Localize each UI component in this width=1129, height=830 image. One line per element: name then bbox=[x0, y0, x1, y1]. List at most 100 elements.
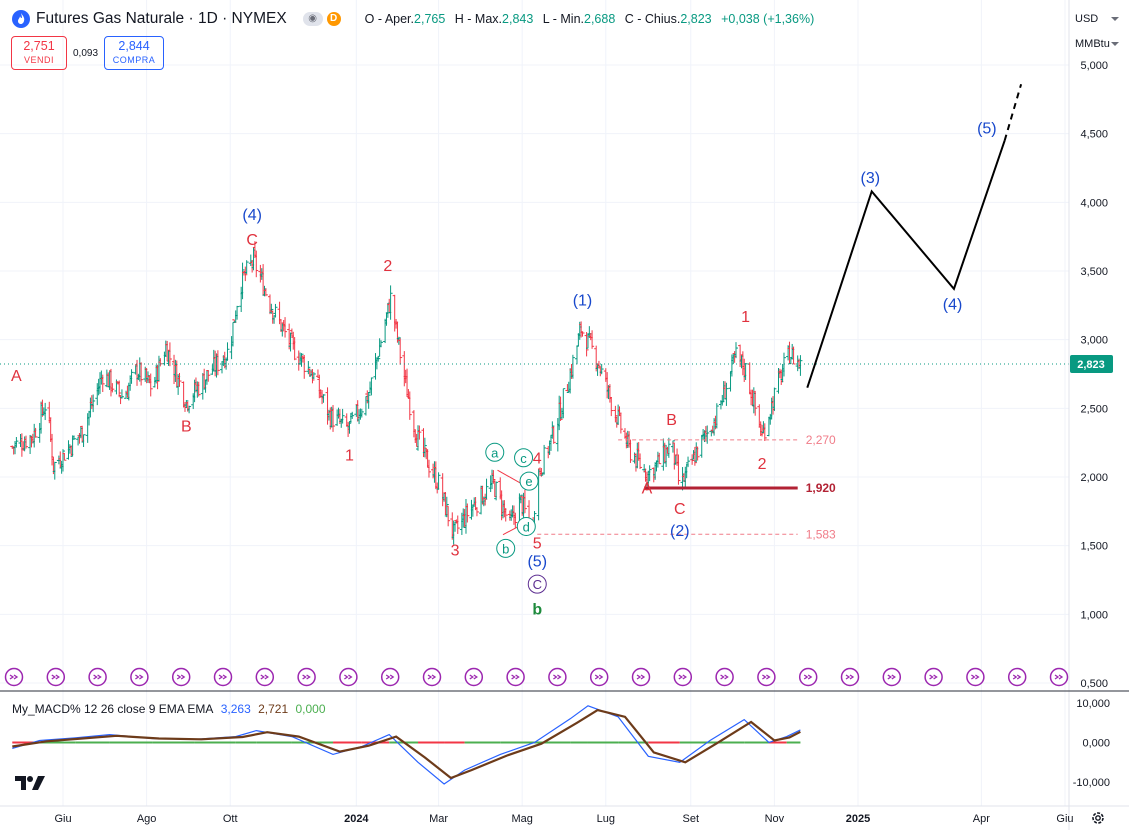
ohlc-bar bbox=[484, 478, 489, 500]
price-levels: 2,270 1,920 1,583 bbox=[0, 363, 1069, 541]
ohlc-bar bbox=[23, 435, 28, 449]
ohlc-bar bbox=[155, 364, 160, 390]
ohlc-bar bbox=[331, 405, 336, 432]
event-marker bbox=[548, 667, 567, 687]
ohlc-bar bbox=[129, 369, 134, 384]
price-tick-label: 2,500 bbox=[1080, 403, 1108, 415]
ohlc-bar bbox=[340, 408, 345, 424]
ohlc-bar bbox=[81, 434, 86, 447]
level-label: 2,270 bbox=[806, 433, 836, 447]
time-tick-label: Nov bbox=[765, 813, 785, 825]
ohlc-bar bbox=[240, 262, 245, 300]
wave-label: A bbox=[642, 480, 653, 497]
ohlc-bar bbox=[376, 357, 381, 362]
event-marker bbox=[966, 667, 985, 687]
low-value: 2,688 bbox=[584, 12, 616, 26]
wave-circle-label: C bbox=[533, 577, 542, 592]
tradingview-logo[interactable] bbox=[14, 772, 46, 792]
wave-label: C bbox=[674, 501, 686, 518]
time-tick-label: Mar bbox=[429, 813, 448, 825]
wave-circle bbox=[485, 442, 505, 462]
event-marker bbox=[213, 667, 233, 687]
time-tick-label: 2025 bbox=[846, 813, 870, 825]
ohlc-bar bbox=[311, 372, 316, 380]
ohlc-bar bbox=[686, 456, 691, 468]
ohlc-bar bbox=[599, 363, 604, 375]
wave-label: 1 bbox=[741, 309, 750, 326]
symbol-title[interactable]: Futures Gas Naturale · 1D · NYMEX bbox=[36, 10, 287, 27]
wave-label: 4 bbox=[533, 450, 542, 467]
ohlc-bar bbox=[225, 342, 230, 361]
delayed-data-badge[interactable]: D bbox=[326, 12, 341, 26]
ohlc-bar bbox=[772, 387, 777, 412]
wave-label: (5) bbox=[977, 121, 997, 138]
wave-label: (4) bbox=[242, 207, 262, 224]
eye-icon[interactable]: ◉ bbox=[302, 12, 323, 26]
currency-selector[interactable]: USD bbox=[1069, 9, 1127, 29]
ohlc-bar bbox=[244, 260, 249, 275]
sell-button[interactable]: 2,751 VENDI bbox=[11, 36, 67, 70]
wave-label: 2 bbox=[758, 456, 767, 473]
ohlc-bar bbox=[470, 504, 475, 517]
event-marker bbox=[171, 667, 191, 687]
wave-label: 5 bbox=[533, 535, 542, 552]
event-marker bbox=[506, 667, 525, 687]
unit-selector[interactable]: MMBtu bbox=[1069, 34, 1127, 54]
time-tick-label: Lug bbox=[597, 813, 615, 825]
wave-circle bbox=[516, 516, 536, 536]
ohlc-bar bbox=[613, 405, 618, 423]
event-marker bbox=[464, 667, 484, 687]
ohlc-bar bbox=[575, 345, 580, 365]
event-marker bbox=[130, 667, 149, 687]
wave-label: C bbox=[246, 232, 258, 249]
buy-button[interactable]: 2,844 COMPRA bbox=[104, 36, 165, 70]
ohlc-bar bbox=[550, 421, 555, 439]
event-markers[interactable] bbox=[4, 667, 1069, 687]
ohlc-bar bbox=[14, 437, 19, 448]
low-label: L - Min. bbox=[542, 12, 584, 26]
gear-icon[interactable] bbox=[1090, 810, 1106, 826]
wave-circle bbox=[519, 471, 539, 491]
ohlc-bar bbox=[503, 507, 508, 522]
ohlc-bar bbox=[359, 408, 364, 418]
event-marker bbox=[798, 667, 818, 687]
ohlc-bar bbox=[695, 446, 700, 461]
ohlc-bar bbox=[321, 394, 326, 403]
ohlc-bar bbox=[426, 459, 431, 478]
signal-line bbox=[12, 708, 801, 780]
ohlc-bar bbox=[299, 353, 304, 367]
price-tick-label: 1,000 bbox=[1080, 609, 1108, 621]
price-tick-label: 2,000 bbox=[1080, 472, 1108, 484]
ohlc-readout: O - Aper.2,765 H - Max.2,843 L - Min.2,6… bbox=[365, 12, 821, 26]
ohlc-bar bbox=[269, 303, 274, 314]
candles bbox=[10, 241, 803, 545]
ohlc-bar bbox=[302, 354, 307, 379]
high-label: H - Max. bbox=[454, 12, 503, 26]
ohlc-bar bbox=[196, 381, 201, 397]
time-tick-label: Set bbox=[683, 813, 700, 825]
ohlc-bar bbox=[584, 332, 589, 357]
event-marker bbox=[631, 667, 651, 687]
ohlc-bar bbox=[417, 425, 422, 440]
wave-circle-label: d bbox=[523, 519, 530, 534]
ohlc-bar bbox=[71, 435, 76, 440]
level-label: 1,583 bbox=[806, 527, 836, 541]
wave-circle bbox=[496, 538, 516, 558]
ohlc-bar bbox=[366, 392, 371, 409]
open-label: O - Aper. bbox=[364, 12, 415, 26]
ohlc-bar bbox=[558, 396, 563, 421]
ohlc-bar bbox=[747, 362, 752, 395]
event-marker bbox=[88, 667, 107, 687]
ohlc-bar bbox=[407, 391, 412, 420]
macd-legend[interactable]: My_MACD% 12 26 close 9 EMA EMA 3,263 2,7… bbox=[12, 702, 330, 716]
trade-buttons: 2,751 VENDI 0,093 2,844 COMPRA bbox=[11, 36, 165, 70]
time-tick-label: Mag bbox=[511, 813, 532, 825]
ohlc-bar bbox=[283, 317, 288, 338]
ohlc-bar bbox=[551, 426, 556, 444]
ohlc-bar bbox=[167, 342, 172, 367]
event-marker bbox=[339, 667, 358, 687]
price-tick-label: 0,500 bbox=[1080, 678, 1108, 690]
event-marker bbox=[924, 667, 943, 687]
